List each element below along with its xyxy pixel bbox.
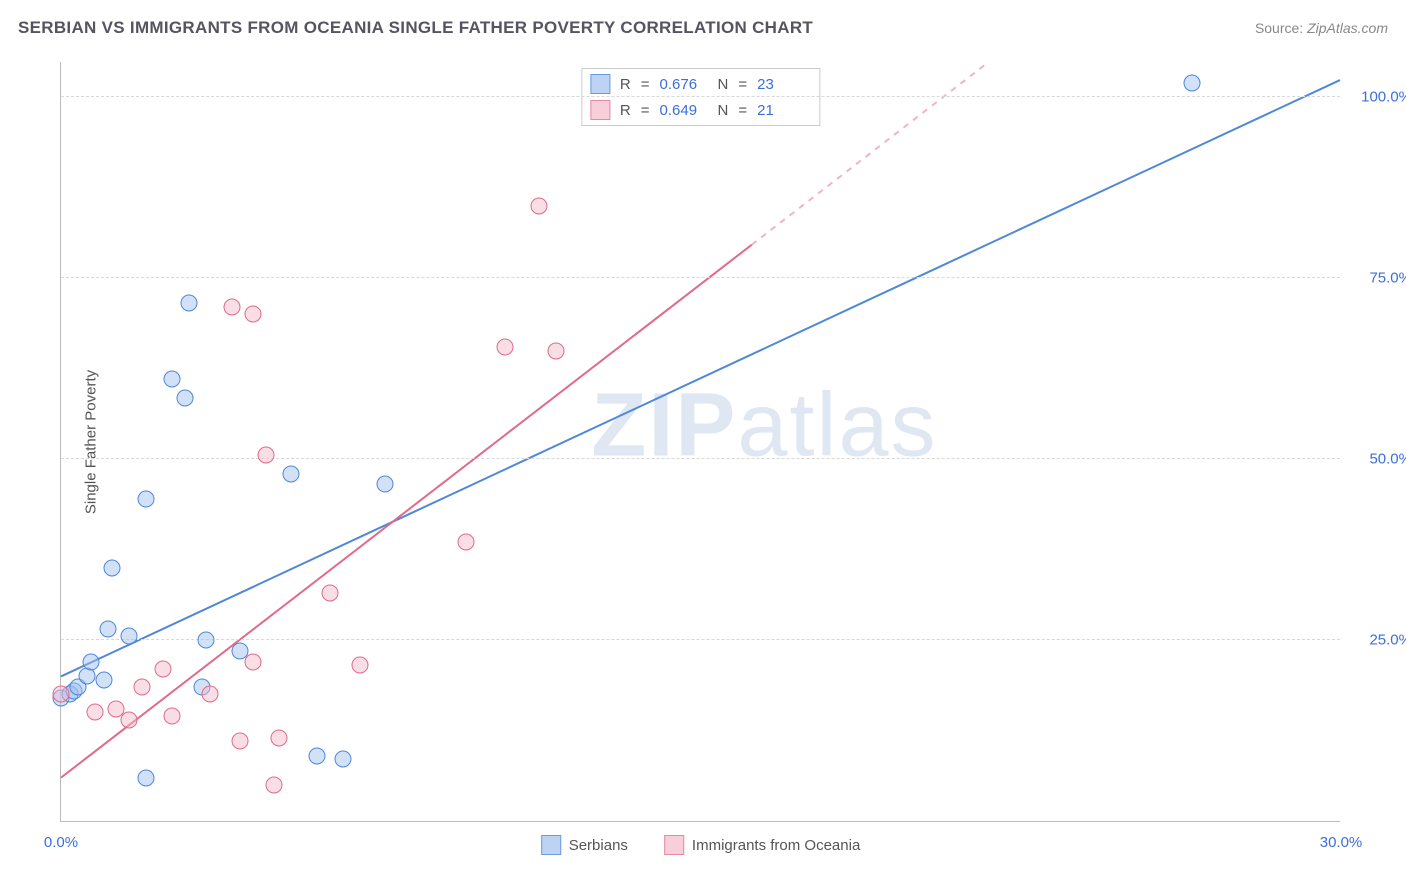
- data-point-serbians: [104, 559, 121, 576]
- data-point-serbians: [181, 295, 198, 312]
- data-point-oceania: [496, 338, 513, 355]
- equals-sign: =: [641, 76, 650, 93]
- data-point-oceania: [121, 711, 138, 728]
- stat-n-label: N: [718, 76, 729, 93]
- stat-r-oceania: 0.649: [660, 102, 708, 119]
- stat-r-serbians: 0.676: [660, 76, 708, 93]
- data-point-serbians: [95, 671, 112, 688]
- data-point-serbians: [121, 628, 138, 645]
- y-tick-label: 25.0%: [1348, 632, 1406, 649]
- y-tick-label: 50.0%: [1348, 451, 1406, 468]
- chart-title: SERBIAN VS IMMIGRANTS FROM OCEANIA SINGL…: [18, 18, 813, 38]
- data-point-serbians: [283, 465, 300, 482]
- y-tick-label: 75.0%: [1348, 270, 1406, 287]
- data-point-serbians: [99, 621, 116, 638]
- y-tick-label: 100.0%: [1348, 89, 1406, 106]
- data-point-oceania: [87, 704, 104, 721]
- data-point-serbians: [176, 389, 193, 406]
- legend-item-serbians: Serbians: [541, 835, 628, 855]
- stat-r-label: R: [620, 76, 631, 93]
- equals-sign: =: [641, 102, 650, 119]
- data-point-oceania: [458, 534, 475, 551]
- gridline-h: [61, 96, 1340, 97]
- data-point-oceania: [202, 686, 219, 703]
- stat-n-serbians: 23: [757, 76, 805, 93]
- source-label: Source:: [1255, 20, 1303, 36]
- plot-area: ZIPatlas Single Father Poverty R = 0.676…: [60, 62, 1340, 822]
- data-point-oceania: [530, 197, 547, 214]
- data-point-oceania: [245, 653, 262, 670]
- source-link[interactable]: ZipAtlas.com: [1307, 20, 1388, 36]
- data-point-serbians: [138, 490, 155, 507]
- data-point-serbians: [377, 476, 394, 493]
- legend-stats-row-serbians: R = 0.676 N = 23: [582, 71, 819, 97]
- chart-container: SERBIAN VS IMMIGRANTS FROM OCEANIA SINGL…: [0, 0, 1406, 892]
- x-tick-label: 30.0%: [1320, 834, 1363, 851]
- legend-item-oceania: Immigrants from Oceania: [664, 835, 860, 855]
- data-point-oceania: [245, 306, 262, 323]
- swatch-oceania: [664, 835, 684, 855]
- data-point-oceania: [266, 776, 283, 793]
- data-point-oceania: [257, 447, 274, 464]
- equals-sign: =: [738, 76, 747, 93]
- data-point-oceania: [53, 686, 70, 703]
- data-point-oceania: [163, 708, 180, 725]
- data-point-oceania: [134, 679, 151, 696]
- swatch-serbians: [541, 835, 561, 855]
- data-point-oceania: [351, 657, 368, 674]
- data-point-oceania: [223, 299, 240, 316]
- data-point-serbians: [198, 632, 215, 649]
- stat-r-label: R: [620, 102, 631, 119]
- equals-sign: =: [738, 102, 747, 119]
- data-point-serbians: [334, 751, 351, 768]
- legend-stats-row-oceania: R = 0.649 N = 21: [582, 97, 819, 123]
- data-point-serbians: [78, 668, 95, 685]
- gridline-h: [61, 458, 1340, 459]
- stat-n-label: N: [718, 102, 729, 119]
- gridline-h: [61, 639, 1340, 640]
- x-tick-label: 0.0%: [44, 834, 78, 851]
- swatch-serbians: [590, 74, 610, 94]
- data-point-oceania: [321, 585, 338, 602]
- legend-label-oceania: Immigrants from Oceania: [692, 837, 860, 854]
- legend-series: Serbians Immigrants from Oceania: [541, 835, 861, 855]
- data-point-serbians: [82, 653, 99, 670]
- data-point-serbians: [309, 747, 326, 764]
- data-point-oceania: [547, 342, 564, 359]
- trend-lines: [61, 62, 1340, 821]
- legend-label-serbians: Serbians: [569, 837, 628, 854]
- data-point-oceania: [270, 729, 287, 746]
- data-point-serbians: [138, 769, 155, 786]
- title-row: SERBIAN VS IMMIGRANTS FROM OCEANIA SINGL…: [18, 18, 1388, 38]
- stat-n-oceania: 21: [757, 102, 805, 119]
- data-point-oceania: [232, 733, 249, 750]
- source-attribution: Source: ZipAtlas.com: [1255, 20, 1388, 36]
- gridline-h: [61, 277, 1340, 278]
- data-point-serbians: [1183, 74, 1200, 91]
- data-point-oceania: [155, 661, 172, 678]
- swatch-oceania: [590, 100, 610, 120]
- data-point-serbians: [163, 371, 180, 388]
